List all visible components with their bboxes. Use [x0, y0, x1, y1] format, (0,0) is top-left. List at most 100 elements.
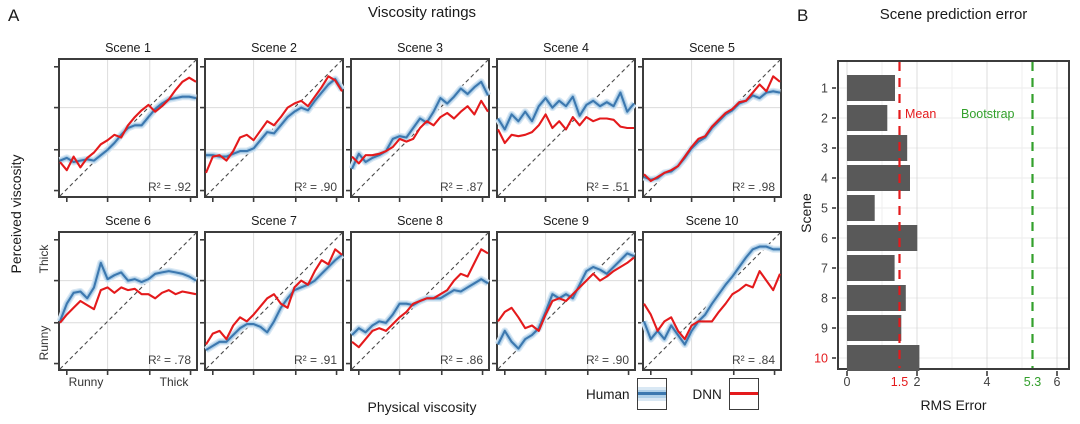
subplot-title: Scene 8 [397, 214, 443, 228]
bar-scene-10 [847, 345, 920, 371]
human-line [59, 95, 197, 164]
panel-b-label: B [797, 6, 809, 25]
line-plot-canvas [638, 59, 781, 202]
dnn-line [351, 248, 489, 349]
rms-tick-label-0: 0 [843, 375, 851, 389]
subplot-scene-7: Scene 7 R² = .91 [200, 214, 345, 375]
dnn-line [59, 76, 197, 172]
line-plot-canvas [200, 59, 345, 202]
panel-b-title: Scene prediction error [879, 6, 1028, 23]
dnn-line [643, 75, 781, 183]
scene-tick-label-7: 7 [821, 262, 828, 276]
r-squared-label: R² = .78 [147, 353, 191, 367]
subplot-scene-4: Scene 4 R² = .51 [492, 41, 637, 202]
subplot-title: Scene 2 [251, 41, 297, 55]
line-plot-canvas [54, 59, 197, 202]
subplot-scene-10: Scene 10 R² = .84 [638, 214, 782, 375]
scene-tick-label-9: 9 [821, 322, 828, 336]
human-line [59, 261, 197, 322]
scene-error-bar-chart: 1 2 3 4 5 6 7 8 9 10 [814, 60, 1070, 376]
legend-dnn-label: DNN [692, 386, 722, 402]
bar-scene-2 [847, 105, 888, 131]
legend-human-key [636, 378, 667, 410]
legend-human-label: Human [586, 386, 630, 402]
dnn-line [497, 113, 634, 145]
human-line [351, 278, 489, 336]
rms-tick-label-5.3: 5.3 [1023, 375, 1042, 389]
r-squared-label: R² = .98 [731, 180, 775, 194]
bar-scene-3 [847, 135, 908, 161]
legend-dnn-key [728, 378, 759, 410]
panel-a-y-axis-label: Perceived viscosity [8, 154, 24, 274]
scene-tick-label-4: 4 [821, 172, 828, 186]
line-plot-canvas [200, 232, 345, 375]
r-squared-label: R² = .84 [731, 353, 775, 367]
subplot-title: Scene 3 [397, 41, 443, 55]
scene-tick-label-2: 2 [821, 112, 828, 126]
subplot-scene-9: Scene 9 R² = .90 [492, 214, 636, 375]
human-ribbon-inner [643, 89, 781, 182]
subplot-scene-5: Scene 5 R² = .98 [638, 41, 782, 202]
dnn-line [205, 75, 343, 174]
x-tick-label-runny: Runny [68, 375, 104, 389]
line-plot-canvas [638, 232, 781, 375]
dnn-line [497, 256, 635, 332]
line-plot-canvas [492, 232, 636, 375]
bar-scene-1 [847, 75, 895, 101]
line-plot-canvas [492, 59, 637, 202]
line-plot-canvas [346, 232, 490, 375]
human-line [497, 91, 635, 131]
dnn-line [59, 286, 197, 324]
human-line [497, 252, 635, 350]
r-squared-label: R² = .90 [585, 353, 629, 367]
rms-tick-label-1.5: 1.5 [890, 375, 909, 389]
human-ribbon-outer [204, 252, 345, 353]
subplot-title: Scene 9 [543, 214, 589, 228]
human-line-swatch [637, 392, 666, 395]
human-ribbon-outer [495, 89, 637, 133]
subplot-title: Scene 5 [689, 41, 735, 55]
subplot-scene-8: Scene 8 R² = .86 [346, 214, 490, 375]
dnn-line [205, 248, 343, 346]
bar-scene-7 [847, 255, 895, 281]
mean-line-label: Mean [905, 107, 937, 121]
r-squared-label: R² = .87 [439, 180, 483, 194]
human-line [643, 245, 780, 346]
human-line [205, 253, 343, 351]
subplot-scene-1: Scene 1 R² = .92 [54, 41, 198, 202]
panel-a-title: Viscosity ratings [367, 4, 477, 21]
subplot-scene-6: Scene 6 R² = .78 Thick Runny Runny Thick [37, 214, 198, 389]
bar-scene-8 [847, 285, 906, 311]
bar-scene-9 [847, 315, 902, 341]
human-line [351, 80, 489, 170]
scene-tick-label-3: 3 [821, 142, 828, 156]
subplot-title: Scene 4 [543, 41, 589, 55]
r-squared-label: R² = .92 [147, 180, 191, 194]
y-tick-label-thick: Thick [37, 244, 51, 274]
bootstrap-line-label: Bootstrap [961, 107, 1015, 121]
dnn-line [351, 99, 489, 165]
line-plot-canvas [54, 232, 198, 375]
identity-diagonal [205, 232, 343, 370]
subplot-scene-2: Scene 2 R² = .90 [200, 41, 345, 202]
line-plot-canvas [346, 59, 492, 202]
subplot-title: Scene 10 [685, 214, 739, 228]
panel-b-x-axis-label: RMS Error [920, 397, 987, 413]
scene-tick-label-5: 5 [821, 202, 828, 216]
rms-tick-label-6: 6 [1053, 375, 1061, 389]
subplot-title: Scene 1 [105, 41, 151, 55]
human-ribbon-outer [640, 243, 780, 348]
bar-chart-canvas: 1 2 3 4 5 6 7 8 9 10 [814, 62, 1068, 376]
scene-tick-label-6: 6 [821, 232, 828, 246]
panel-a-label: A [8, 6, 20, 25]
y-tick-label-runny: Runny [37, 325, 51, 361]
bar-scene-5 [847, 195, 875, 221]
human-line [643, 90, 781, 181]
subplot-title: Scene 7 [251, 214, 297, 228]
r-squared-label: R² = .91 [293, 353, 337, 367]
subplot-scene-3: Scene 3 R² = .87 [346, 41, 492, 202]
dnn-line-swatch [729, 392, 758, 395]
panel-b-y-axis-label: Scene [798, 193, 814, 233]
subplot-title: Scene 6 [105, 214, 151, 228]
